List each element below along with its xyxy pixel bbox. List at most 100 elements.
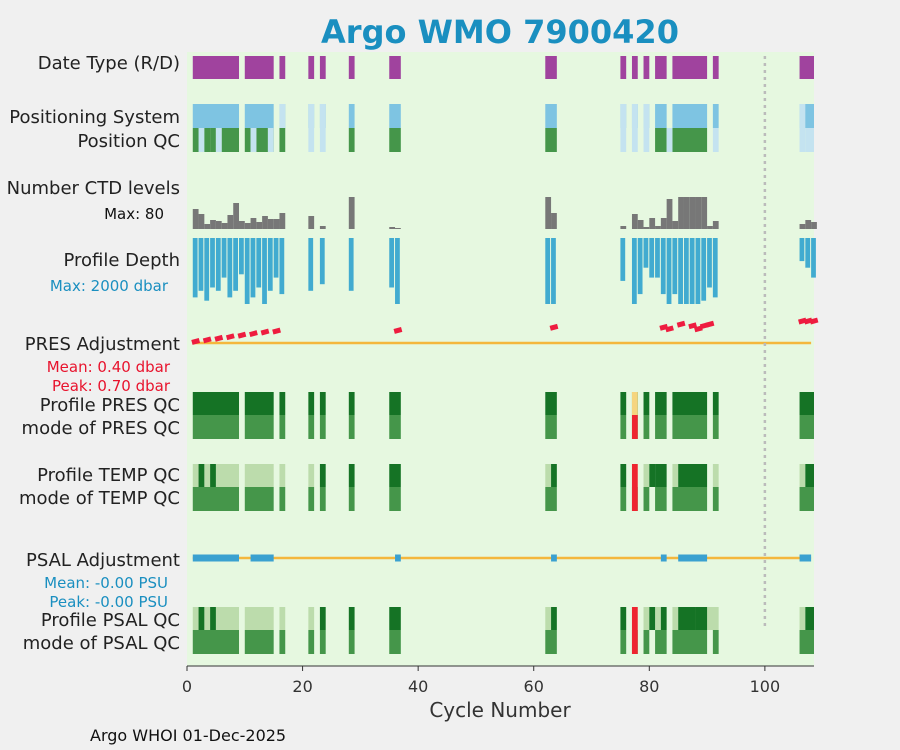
x-tick-label: 20	[292, 677, 312, 696]
profile-temp-qc-bar-light	[799, 464, 806, 487]
mode-pres-qc-bar	[545, 415, 557, 439]
ctd-levels-bar	[631, 214, 638, 229]
profile-pres-qc-bar	[545, 392, 557, 415]
profile-depth-bar	[215, 238, 221, 291]
profile-depth-bar	[279, 238, 285, 295]
row-label-profile-temp-qc: Profile TEMP QC	[37, 465, 180, 486]
mode-temp-qc-bar-red	[631, 487, 638, 511]
profile-depth-bar	[273, 238, 279, 278]
x-axis-label: Cycle Number	[429, 698, 571, 722]
position-qc-bar-light	[308, 128, 315, 152]
mode-pres-qc-bar	[655, 415, 667, 439]
ctd-levels-bar	[689, 197, 696, 229]
mode-psal-qc-bar	[799, 630, 814, 654]
profile-temp-qc-bar-dark	[319, 464, 326, 487]
profile-depth-bar	[805, 238, 811, 268]
pres-mean-label: Mean: 0.40 dbar	[47, 358, 171, 376]
position-qc-bar-light	[805, 128, 814, 152]
mode-temp-qc-bar	[308, 487, 315, 511]
row-label-profile-depth: Profile Depth	[63, 250, 180, 271]
profile-depth-bar	[666, 238, 672, 304]
pres-adjust-marker	[249, 330, 258, 338]
positioning-bar-light	[643, 104, 650, 128]
profile-depth-bar	[256, 238, 262, 288]
profile-pres-qc-bar	[308, 392, 315, 415]
psal-adjust-marker	[250, 554, 274, 562]
profile-depth-bar	[672, 238, 678, 295]
profile-psal-qc-bar-red	[631, 607, 638, 630]
profile-depth-bar	[262, 238, 267, 304]
profile-psal-qc-bar-light	[655, 607, 661, 630]
profile-depth-bar	[395, 238, 400, 304]
profile-depth-bar	[660, 238, 666, 295]
profile-pres-qc-bar	[799, 392, 814, 415]
profile-depth-bar	[683, 238, 689, 304]
positioning-bar-light	[620, 104, 627, 128]
mode-psal-qc-bar-red	[631, 630, 638, 654]
profile-depth-bar	[678, 238, 683, 304]
mode-psal-qc-bar	[655, 630, 667, 654]
date-type-bar	[244, 56, 274, 79]
profile-temp-qc-bar-light	[244, 464, 274, 487]
profile-psal-qc-bar-dark	[319, 607, 326, 630]
position-qc-bar	[545, 128, 557, 152]
pres-adjust-marker	[798, 317, 807, 325]
profile-temp-qc-bar-light	[308, 464, 315, 487]
positioning-bar	[712, 104, 719, 128]
date-type-bar	[672, 56, 708, 79]
profile-psal-qc-bar-dark	[649, 607, 656, 630]
mode-temp-qc-bar	[319, 487, 326, 511]
profile-pres-qc-bar	[319, 392, 326, 415]
ctd-levels-bar	[267, 219, 274, 229]
profile-pres-qc-bar	[655, 392, 667, 415]
psal-adjust-marker	[192, 554, 240, 562]
mode-temp-qc-bar	[244, 487, 274, 511]
ctd-levels-bar	[649, 218, 656, 229]
row-label-date-type: Date Type (R/D)	[38, 53, 180, 74]
ctd-levels-bar	[620, 226, 627, 229]
ctd-levels-bar	[319, 226, 326, 229]
mode-psal-qc-bar	[308, 630, 315, 654]
profile-temp-qc-bar-dark	[805, 464, 814, 487]
profile-pres-qc-bar	[672, 392, 708, 415]
mode-pres-qc-bar	[279, 415, 286, 439]
date-type-bar	[655, 56, 667, 79]
psal-adjust-marker	[551, 554, 557, 562]
position-qc-bar-light	[215, 128, 222, 152]
mode-pres-qc-bar	[308, 415, 315, 439]
mode-pres-qc-bar	[319, 415, 326, 439]
mode-temp-qc-bar	[192, 487, 240, 511]
position-qc-bar	[279, 128, 286, 152]
date-type-bar	[643, 56, 650, 79]
position-qc-bar-light	[198, 128, 205, 152]
profile-temp-qc-bar-dark	[649, 464, 656, 487]
profile-psal-qc-bar-dark	[551, 607, 557, 630]
profile-depth-bar	[701, 238, 707, 301]
ctd-levels-bar	[545, 197, 552, 229]
profile-temp-qc-bar-dark	[620, 464, 627, 487]
plot-marks	[191, 56, 819, 654]
profile-depth-bar	[227, 238, 233, 298]
profile-pres-qc-bar	[620, 392, 627, 415]
ctd-levels-bar	[678, 197, 684, 229]
mode-temp-qc-bar	[620, 487, 627, 511]
row-label-positioning-system: Positioning System	[9, 107, 180, 128]
profile-psal-qc-bar-dark	[348, 607, 355, 630]
position-qc-bar	[655, 128, 667, 152]
profile-temp-qc-bar-dark	[551, 464, 557, 487]
pres-adjust-marker	[549, 323, 559, 331]
pres-adjust-marker	[676, 320, 686, 328]
positioning-bar-light	[319, 104, 326, 128]
position-qc-bar-light	[712, 128, 719, 152]
profile-depth-bar	[348, 238, 354, 291]
profile-depth-bar	[799, 238, 805, 262]
mode-temp-qc-bar	[655, 487, 667, 511]
profile-psal-qc-bar-light	[215, 607, 240, 630]
profile-psal-qc-bar-light	[643, 607, 650, 630]
profile-depth-bar	[545, 238, 551, 304]
mode-pres-qc-bar	[348, 415, 355, 439]
pres-peak-label: Peak: 0.70 dbar	[52, 377, 171, 395]
mode-pres-qc-bar-red	[631, 415, 638, 439]
x-tick-label: 100	[750, 677, 781, 696]
